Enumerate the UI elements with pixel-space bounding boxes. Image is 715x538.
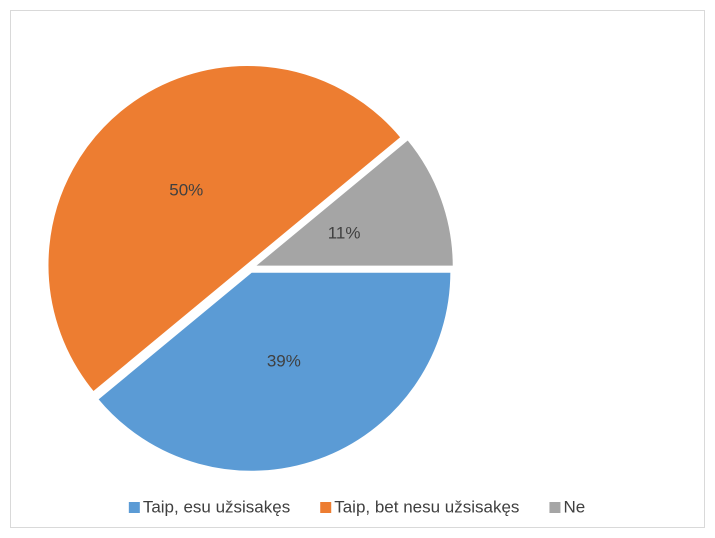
pie-slice [46,63,403,394]
legend-label: Ne [563,497,585,516]
pie-slice [250,137,455,268]
legend-swatch [320,502,332,513]
legend-swatch [128,502,140,513]
legend-swatch [549,502,561,513]
pie-slice [95,270,453,473]
data-label: 11% [328,224,361,243]
data-label: 39% [267,352,301,371]
legend-label: Taip, bet nesu užsisakęs [334,497,519,516]
legend-label: Taip, esu užsisakęs [143,497,290,516]
data-label: 50% [169,180,203,199]
